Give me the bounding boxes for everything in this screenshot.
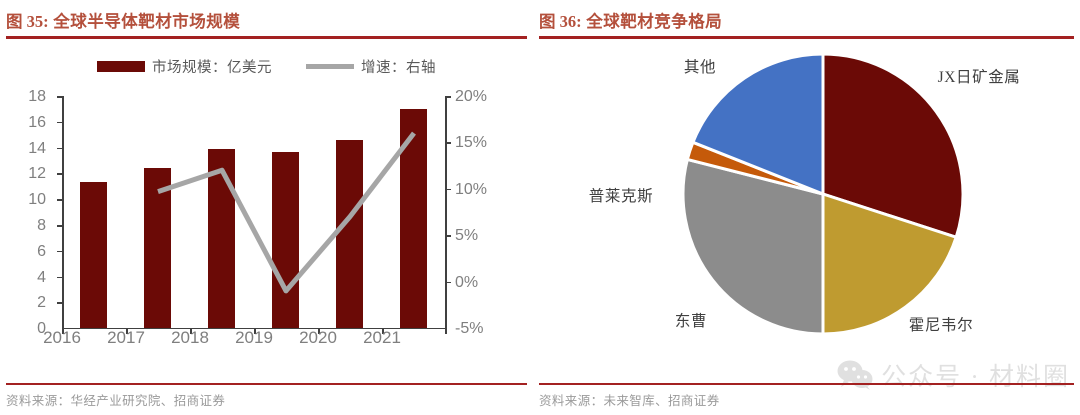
panel-divider <box>533 0 534 415</box>
figure-36-footer: 资料来源：未来智库、招商证券 <box>533 382 1080 415</box>
bar-2020 <box>336 139 363 328</box>
figure-35-header: 图 35: 全球半导体靶材市场规模 <box>0 0 533 39</box>
y-axis-left-tick-8: 8 <box>37 217 46 234</box>
figure-35-footer-rule <box>6 382 527 385</box>
y-axis-right-tick-neg5: -5% <box>455 320 484 337</box>
figure-35-number: 图 35: <box>6 12 49 31</box>
pie-slice-honeywell <box>821 191 959 336</box>
y-axis-left-tick-18: 18 <box>28 88 46 105</box>
x-axis-label-2017: 2017 <box>107 328 145 347</box>
legend-item-market-size: 市场规模：亿美元 <box>97 56 272 77</box>
figure-36-panel: 图 36: 全球靶材竞争格局 <box>533 0 1080 415</box>
figure-35-title-text: 全球半导体靶材市场规模 <box>53 12 241 31</box>
pie-slice-tosoh <box>681 157 825 336</box>
bar-chart-canvas <box>57 96 451 334</box>
bar-2016 <box>80 182 107 328</box>
y-axis-right-tick-10: 10% <box>455 180 488 198</box>
y-axis-right-tick-0: 0% <box>455 273 479 291</box>
y-axis-left-tick-4: 4 <box>37 268 46 286</box>
figure-35-title-rule <box>6 36 527 39</box>
x-axis-label-2021: 2021 <box>363 328 401 347</box>
legend-label-market-size: 市场规模：亿美元 <box>152 60 272 76</box>
y-axis-left-tick-0: 0 <box>37 320 46 338</box>
bar-chart-legend: 市场规模：亿美元 增速：右轴 <box>0 56 533 77</box>
y-axis-right-tick-15: 15% <box>455 134 488 152</box>
figure-36-title: 图 36: 全球靶材竞争格局 <box>539 8 1074 32</box>
pie-slice-jx-nippon-mining <box>821 52 965 240</box>
y-axis-left-tick-16: 16 <box>28 113 46 131</box>
legend-line-swatch-icon <box>306 64 354 69</box>
y-axis-left-tick-12: 12 <box>28 165 46 183</box>
y-axis-left-tick-14: 14 <box>28 139 46 157</box>
x-axis-label-2020: 2020 <box>299 328 337 347</box>
bar-2019 <box>272 151 299 328</box>
figure-35-title: 图 35: 全球半导体靶材市场规模 <box>6 8 527 32</box>
legend-item-growth-rate: 增速：右轴 <box>306 56 436 77</box>
x-axis-label-2018: 2018 <box>171 328 209 347</box>
figure-35-panel: 图 35: 全球半导体靶材市场规模 市场规模：亿美元 增速：右轴 18 16 <box>0 0 533 415</box>
pie-label-jx-nippon-mining: JX日矿金属 <box>937 69 1021 86</box>
bar-2017 <box>144 168 171 328</box>
pie-label-tosoh: 东曹 <box>674 313 708 330</box>
y-axis-left-tick-2: 2 <box>37 294 46 312</box>
figure-36-title-rule <box>539 36 1074 39</box>
pie-label-honeywell: 霍尼韦尔 <box>908 317 974 334</box>
bar-chart: 市场规模：亿美元 增速：右轴 18 16 14 12 10 8 6 4 2 0 <box>0 44 533 369</box>
legend-bar-swatch-icon <box>97 61 145 72</box>
figure-35-source: 资料来源：华经产业研究院、招商证券 <box>6 394 226 408</box>
bar-chart-plot-area: 18 16 14 12 10 8 6 4 2 0 20% 15% 10% 5% … <box>0 88 533 369</box>
pie-chart-canvas <box>681 52 965 336</box>
bar-2018 <box>208 148 235 328</box>
y-axis-left-tick-10: 10 <box>28 191 46 209</box>
figure-36-source: 资料来源：未来智库、招商证券 <box>539 394 720 408</box>
y-axis-right-line <box>445 96 447 329</box>
y-axis-left-line <box>62 96 64 329</box>
legend-label-growth-rate: 增速：右轴 <box>361 60 436 76</box>
figure-36-title-text: 全球靶材竞争格局 <box>586 12 723 31</box>
pie-slice-others <box>690 52 825 197</box>
figure-36-header: 图 36: 全球靶材竞争格局 <box>533 0 1080 39</box>
y-axis-left-tick-6: 6 <box>37 242 46 260</box>
figure-36-number: 图 36: <box>539 12 582 31</box>
pie-label-praxair: 普莱克斯 <box>588 188 654 205</box>
figure-36-footer-rule <box>539 382 1074 385</box>
x-axis-label-2016: 2016 <box>43 328 81 347</box>
x-axis-label-2019: 2019 <box>235 328 273 347</box>
y-axis-right-tick-20: 20% <box>455 88 488 105</box>
pie-chart: 其他 JX日矿金属 普莱克斯 东曹 霍尼韦尔 <box>533 44 1080 369</box>
pie-label-others: 其他 <box>683 59 717 76</box>
growth-rate-line <box>157 131 416 294</box>
y-axis-right-tick-5: 5% <box>455 227 479 245</box>
figure-35-footer: 资料来源：华经产业研究院、招商证券 <box>0 382 533 415</box>
